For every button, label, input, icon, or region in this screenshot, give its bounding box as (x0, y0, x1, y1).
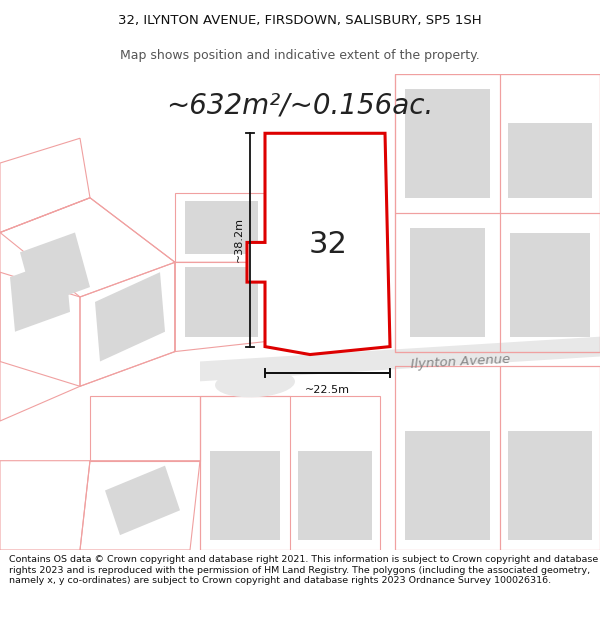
Text: Ilynton Avenue: Ilynton Avenue (410, 352, 510, 371)
Text: ~38.2m: ~38.2m (234, 217, 244, 262)
Polygon shape (405, 431, 490, 540)
Text: ~632m²/~0.156ac.: ~632m²/~0.156ac. (166, 91, 434, 119)
Polygon shape (95, 272, 165, 361)
Polygon shape (105, 466, 180, 535)
Polygon shape (210, 451, 280, 540)
Polygon shape (185, 268, 258, 337)
Polygon shape (280, 198, 375, 317)
Polygon shape (200, 337, 600, 381)
Polygon shape (508, 431, 592, 540)
Polygon shape (405, 89, 490, 198)
Text: Contains OS data © Crown copyright and database right 2021. This information is : Contains OS data © Crown copyright and d… (9, 555, 598, 585)
Text: 32, ILYNTON AVENUE, FIRSDOWN, SALISBURY, SP5 1SH: 32, ILYNTON AVENUE, FIRSDOWN, SALISBURY,… (118, 14, 482, 27)
Polygon shape (410, 228, 485, 337)
Ellipse shape (215, 369, 295, 398)
Polygon shape (298, 451, 372, 540)
Polygon shape (10, 258, 70, 332)
Polygon shape (185, 201, 258, 254)
Polygon shape (508, 123, 592, 198)
Polygon shape (510, 232, 590, 337)
Polygon shape (20, 232, 90, 307)
Text: 32: 32 (308, 230, 347, 259)
Text: ~22.5m: ~22.5m (305, 385, 350, 395)
Text: Map shows position and indicative extent of the property.: Map shows position and indicative extent… (120, 49, 480, 62)
Polygon shape (247, 133, 390, 354)
